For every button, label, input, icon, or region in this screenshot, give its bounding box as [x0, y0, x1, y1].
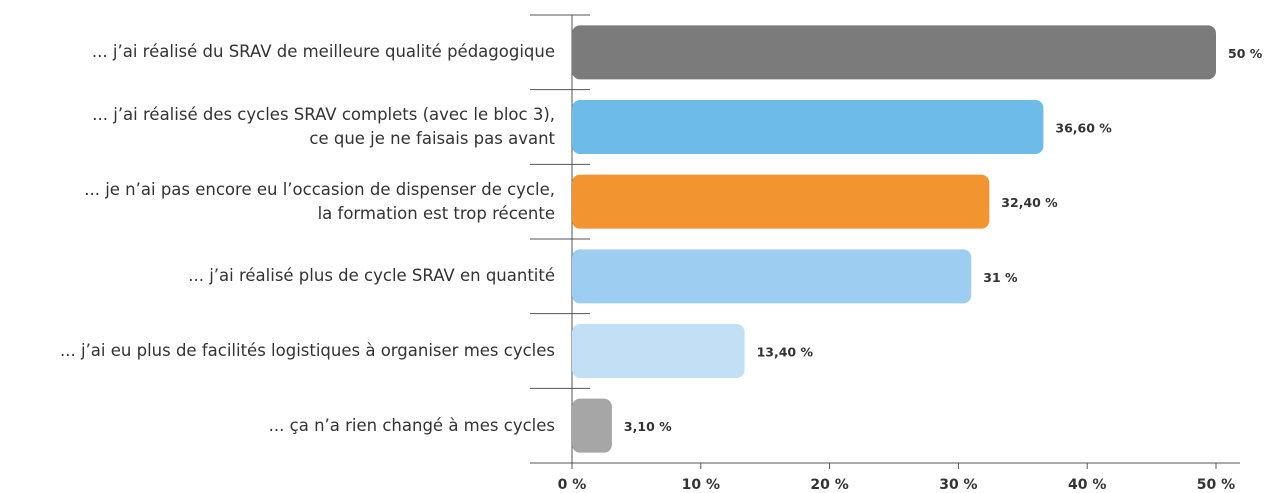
category-label: ... je n’ai pas encore eu l’occasion de … — [84, 179, 555, 223]
bar — [572, 249, 972, 304]
category-label: ... j’ai réalisé du SRAV de meilleure qu… — [91, 42, 555, 62]
bar — [572, 324, 745, 378]
bar — [572, 100, 1044, 154]
value-label: 50 % — [1228, 46, 1263, 61]
value-label: 31 % — [983, 270, 1018, 285]
bar — [572, 25, 1216, 80]
category-label: ... j’ai réalisé plus de cycle SRAV en q… — [188, 266, 555, 286]
x-tick-label: 10 % — [682, 477, 720, 493]
x-tick-label: 0 % — [558, 477, 587, 493]
category-label: ... ça n’a rien changé à mes cycles — [268, 415, 555, 435]
x-tick-label: 50 % — [1197, 477, 1235, 493]
x-tick-label: 30 % — [939, 477, 977, 493]
bar — [572, 398, 612, 453]
category-label: ... j’ai réalisé des cycles SRAV complet… — [92, 105, 555, 148]
category-label: ... j’ai eu plus de facilités logistique… — [60, 341, 555, 360]
value-label: 36,60 % — [1055, 121, 1112, 136]
x-tick-label: 20 % — [810, 477, 848, 493]
bar — [572, 174, 990, 229]
value-label: 3,10 % — [624, 419, 672, 434]
x-tick-label: 40 % — [1068, 477, 1106, 493]
value-label: 13,40 % — [757, 345, 814, 360]
value-label: 32,40 % — [1001, 195, 1058, 210]
